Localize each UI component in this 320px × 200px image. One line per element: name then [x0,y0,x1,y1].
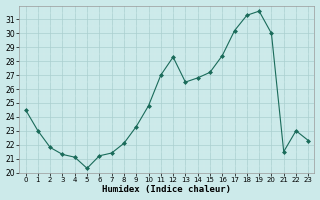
X-axis label: Humidex (Indice chaleur): Humidex (Indice chaleur) [102,185,231,194]
